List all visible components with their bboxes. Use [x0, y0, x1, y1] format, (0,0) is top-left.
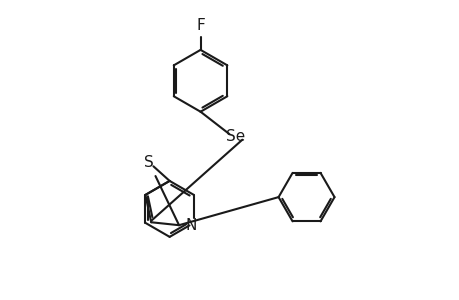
Text: F: F [196, 18, 205, 33]
Text: N: N [185, 218, 196, 233]
Text: S: S [144, 155, 153, 170]
Text: Se: Se [226, 129, 245, 144]
